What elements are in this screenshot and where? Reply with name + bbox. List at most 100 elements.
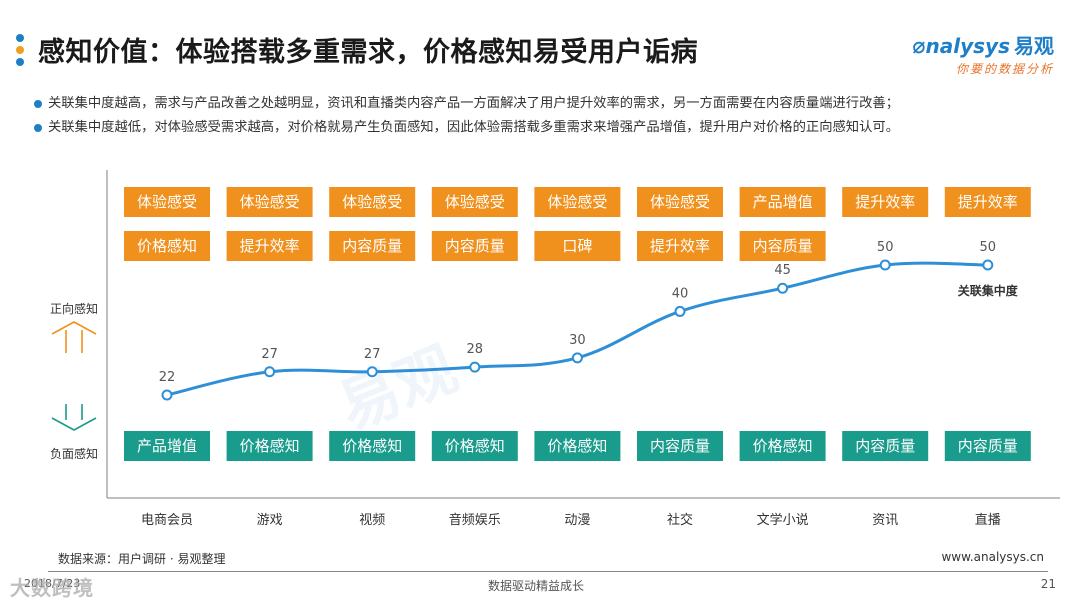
positive-tag-box (329, 187, 416, 217)
data-label: 28 (467, 342, 484, 357)
positive-tag-label: 口碑 (562, 237, 592, 255)
bullet-item: 关联集中度越低，对体验感受需求越高，对价格就易产生负面感知，因此体验需搭载多重需… (34, 116, 1064, 140)
data-label: 27 (261, 347, 278, 362)
bullet-item: 关联集中度越高，需求与产品改善之处越明显，资讯和直播类内容产品一方面解决了用户提… (34, 92, 1064, 116)
negative-tag-box (534, 431, 621, 461)
x-tick-label: 动漫 (564, 513, 590, 528)
x-tick-label: 音频娱乐 (449, 512, 501, 528)
title-decoration-dots (16, 34, 26, 70)
positive-tag-label: 提升效率 (240, 237, 300, 255)
negative-tag-label: 价格感知 (547, 437, 607, 455)
negative-tag-label: 价格感知 (445, 437, 505, 455)
bullet-list: 关联集中度越高，需求与产品改善之处越明显，资讯和直播类内容产品一方面解决了用户提… (34, 92, 1064, 140)
positive-tag-box (226, 187, 313, 217)
report-date: 2018/7/23 (24, 577, 81, 590)
data-point (264, 366, 276, 378)
x-tick-label: 游戏 (257, 513, 283, 528)
positive-tag-label: 内容质量 (753, 237, 813, 255)
negative-tag-label: 价格感知 (240, 437, 300, 455)
title-dot (16, 58, 24, 66)
title-dot (16, 46, 24, 54)
corner-watermark: 大数跨境 (10, 576, 94, 600)
positive-tag-label: 价格感知 (137, 237, 197, 255)
x-tick-label: 视频 (359, 513, 385, 528)
positive-tag-label: 提升效率 (855, 193, 915, 211)
footer-divider (48, 571, 1048, 572)
up-arrow-icon (51, 321, 97, 353)
negative-tag-label: 内容质量 (855, 437, 915, 455)
logo-cn: 易观 (1014, 34, 1054, 58)
positive-tag-label: 体验感受 (137, 193, 197, 211)
positive-tag-label: 体验感受 (650, 193, 710, 211)
data-source: 数据来源：用户调研 · 易观整理 (58, 552, 226, 566)
data-label: 50 (877, 240, 894, 255)
data-point (366, 366, 378, 378)
negative-tag-label: 产品增值 (137, 437, 197, 455)
negative-tag-box (226, 431, 313, 461)
positive-perception-label: 正向感知 (50, 301, 98, 316)
x-tick-label: 文学小说 (757, 512, 809, 528)
x-tick-label: 直播 (975, 513, 1001, 528)
positive-tag-box (637, 187, 723, 217)
positive-tag-box (637, 231, 723, 261)
data-label: 30 (569, 333, 586, 348)
positive-tag-label: 内容质量 (445, 237, 505, 255)
data-point (777, 282, 789, 294)
data-point (982, 259, 994, 271)
negative-tag-box (944, 431, 1031, 461)
positive-tag-box (739, 187, 826, 217)
x-tick-label: 社交 (667, 512, 693, 528)
logo-a-mark: ⌀ (912, 34, 926, 59)
data-point (469, 361, 481, 373)
data-point (571, 352, 583, 364)
negative-perception-label: 负面感知 (50, 446, 98, 461)
data-label: 22 (159, 370, 176, 385)
positive-tag-label: 提升效率 (958, 193, 1018, 211)
series-line (166, 261, 988, 397)
chart-watermark: 易观 (329, 334, 466, 444)
data-label: 27 (364, 347, 381, 362)
page-number: 21 (1040, 577, 1056, 591)
x-tick-label: 资讯 (872, 513, 898, 528)
negative-tag-label: 价格感知 (753, 437, 813, 455)
page-title: 感知价值：体验搭载多重需求，价格感知易受用户诟病 (38, 37, 698, 68)
negative-tag-box (842, 431, 929, 461)
down-arrow-icon (51, 404, 97, 431)
positive-tag-box (739, 231, 826, 261)
positive-tag-label: 提升效率 (650, 237, 710, 255)
data-point (879, 259, 891, 271)
data-point (161, 389, 173, 401)
negative-tag-box (329, 431, 416, 461)
title-dot (16, 34, 24, 42)
x-tick-label: 电商会员 (141, 513, 193, 528)
negative-tag-label: 内容质量 (650, 437, 710, 455)
positive-tag-box (842, 187, 929, 217)
negative-tag-box (124, 431, 210, 461)
data-label: 50 (980, 240, 997, 255)
series-name-label: 关联集中度 (958, 283, 1019, 298)
positive-tag-label: 体验感受 (445, 193, 505, 211)
negative-tag-box (739, 431, 826, 461)
data-label: 45 (774, 263, 791, 278)
data-label: 40 (672, 286, 689, 301)
negative-tag-label: 价格感知 (342, 437, 402, 455)
analysys-logo: ⌀nalysys 易观 你要的数据分析 (912, 30, 1054, 77)
positive-tag-box (431, 187, 518, 217)
positive-tag-box (534, 231, 621, 261)
positive-tag-box (226, 231, 313, 261)
positive-tag-box (431, 231, 518, 261)
negative-tag-box (637, 431, 723, 461)
positive-tag-box (329, 231, 416, 261)
logo-wordmark: nalysys (925, 34, 1010, 58)
logo-slogan: 你要的数据分析 (955, 62, 1054, 76)
positive-tag-label: 体验感受 (547, 193, 607, 211)
negative-tag-label: 内容质量 (958, 437, 1018, 455)
data-point (674, 305, 686, 317)
footer-slogan: 数据驱动精益成长 (488, 579, 585, 593)
positive-tag-label: 体验感受 (342, 193, 402, 211)
positive-tag-box (944, 187, 1031, 217)
positive-tag-label: 体验感受 (240, 193, 300, 211)
positive-tag-label: 产品增值 (753, 193, 813, 211)
positive-tag-box (124, 231, 210, 261)
